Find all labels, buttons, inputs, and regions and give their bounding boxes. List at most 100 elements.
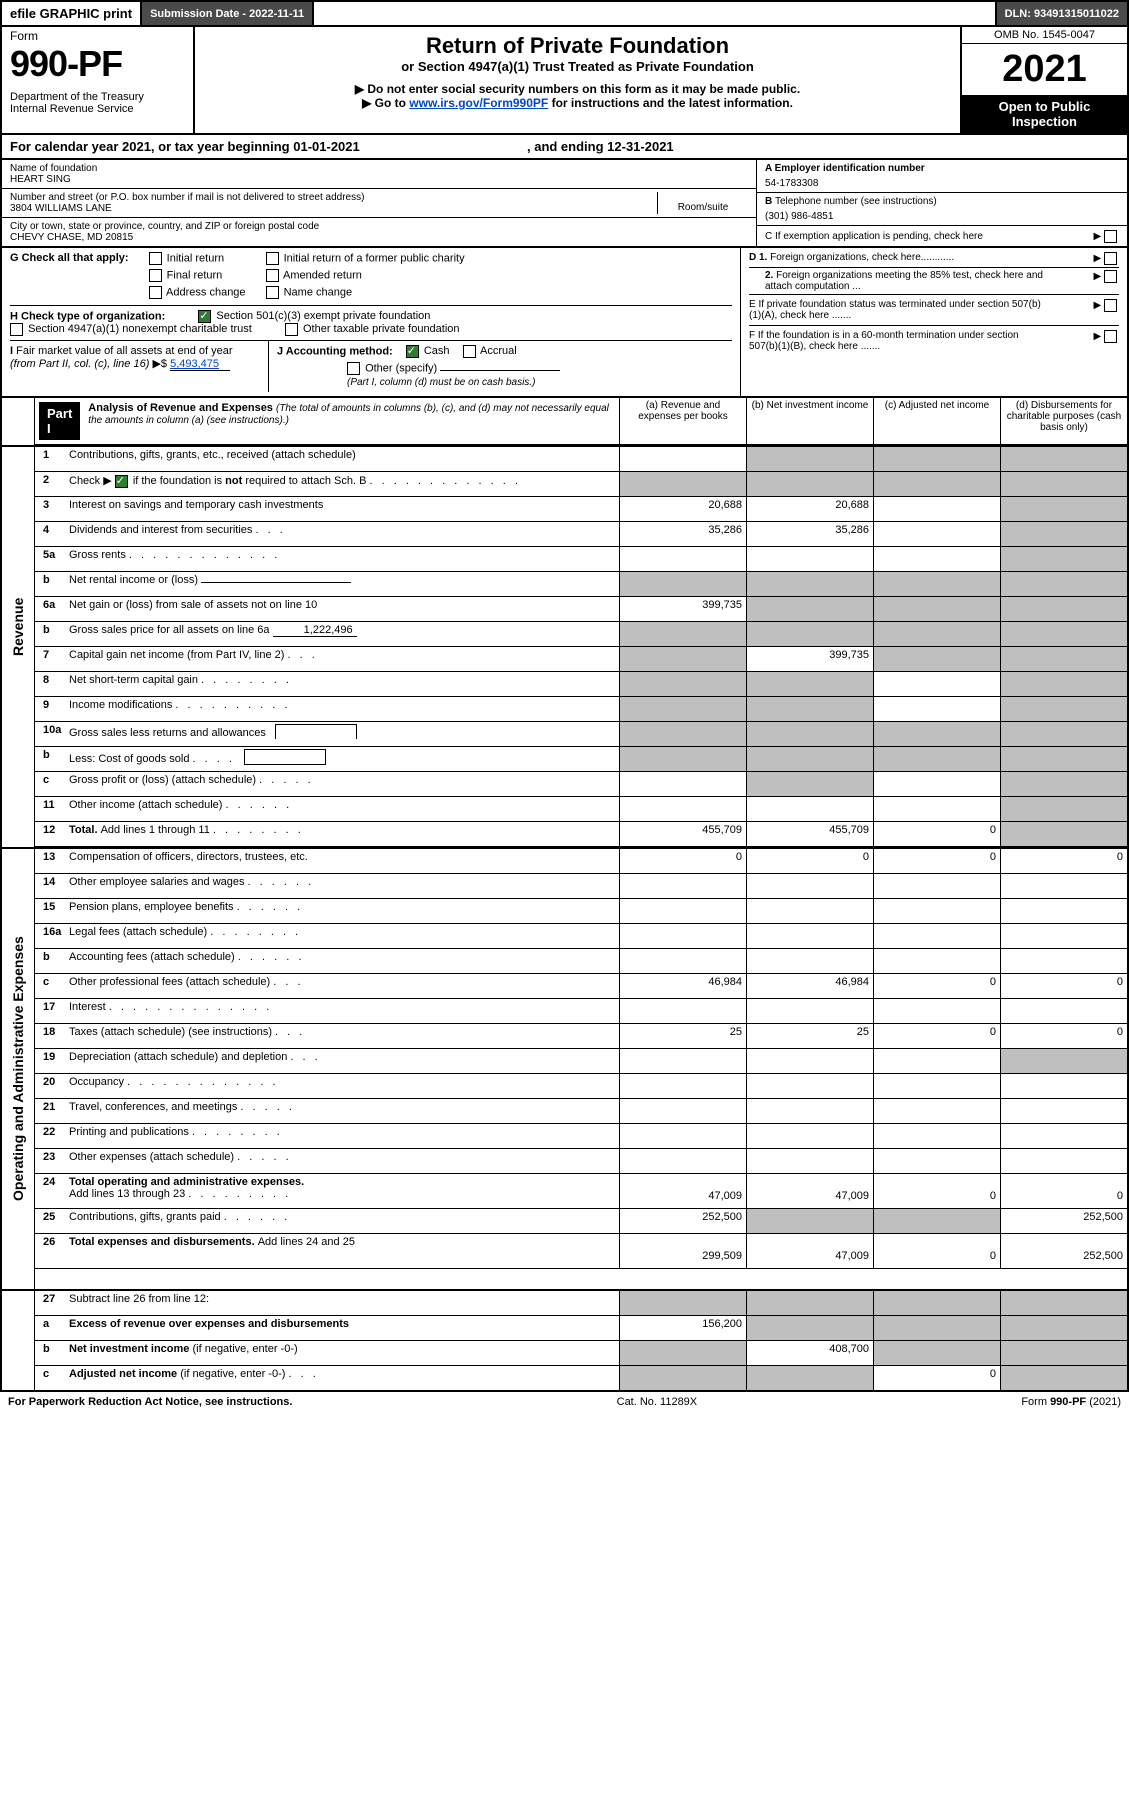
H-4947-checkbox[interactable] <box>10 323 23 336</box>
D2-checkbox[interactable] <box>1104 270 1117 283</box>
J-accrual-label: Accrual <box>480 345 517 357</box>
H-501c3-checkbox[interactable] <box>198 310 211 323</box>
row-24-label-rest: Add lines 13 through 23 <box>69 1188 185 1200</box>
efile-text: efile GRAPHIC print <box>10 6 132 21</box>
row-27b-label-rest: (if negative, enter -0-) <box>192 1343 297 1355</box>
row-10a-label: Gross sales less returns and allowances <box>69 727 266 739</box>
calendar-year-row: For calendar year 2021, or tax year begi… <box>0 135 1129 160</box>
G-addr-checkbox[interactable] <box>149 286 162 299</box>
row-1-label: Contributions, gifts, grants, etc., rece… <box>69 449 609 461</box>
F-checkbox[interactable] <box>1104 330 1117 343</box>
room-label: Room/suite <box>657 192 748 214</box>
row-13-b: 0 <box>747 849 874 873</box>
row-27c-c: 0 <box>874 1366 1001 1390</box>
row-6a-label: Net gain or (loss) from sale of assets n… <box>69 599 609 611</box>
irs-link[interactable]: www.irs.gov/Form990PF <box>409 96 548 110</box>
form-year-block: OMB No. 1545-0047 2021 Open to Public In… <box>960 27 1127 133</box>
E-checkbox[interactable] <box>1104 299 1117 312</box>
row-26-d: 252,500 <box>1001 1234 1127 1268</box>
left-rail <box>2 398 35 445</box>
dln-val: 93491315011022 <box>1034 8 1119 20</box>
J-cash-checkbox[interactable] <box>406 345 419 358</box>
calyear-end: 12-31-2021 <box>607 139 674 154</box>
row-5b-label: Net rental income or (loss) <box>69 574 198 586</box>
row-18-label: Taxes (attach schedule) (see instruction… <box>69 1026 272 1038</box>
calyear-mid: , and ending <box>527 139 607 154</box>
G-initialformer-label: Initial return of a former public charit… <box>284 252 465 264</box>
row-18-a: 25 <box>620 1024 747 1048</box>
row-16c-c: 0 <box>874 974 1001 998</box>
J-accrual-checkbox[interactable] <box>463 345 476 358</box>
G-amended-checkbox[interactable] <box>266 269 279 282</box>
I-value[interactable]: 5,493,475 <box>170 358 230 371</box>
G-name-checkbox[interactable] <box>266 286 279 299</box>
row-13-c: 0 <box>874 849 1001 873</box>
H-other-checkbox[interactable] <box>285 323 298 336</box>
form-label: Form <box>10 29 185 43</box>
row-10c-label: Gross profit or (loss) (attach schedule) <box>69 774 256 786</box>
line27-section: 27Subtract line 26 from line 12: aExcess… <box>0 1291 1129 1392</box>
form-number: 990-PF <box>10 43 185 85</box>
row-26-c: 0 <box>874 1234 1001 1268</box>
calyear-begin: 01-01-2021 <box>293 139 360 154</box>
row-3-label: Interest on savings and temporary cash i… <box>69 499 609 511</box>
row-12-c: 0 <box>874 822 1001 846</box>
tax-year: 2021 <box>962 44 1127 95</box>
row-19-label: Depreciation (attach schedule) and deple… <box>69 1051 287 1063</box>
row-24-a: 47,009 <box>620 1174 747 1208</box>
row-2-checkbox[interactable] <box>115 475 128 488</box>
row-27a-label: Excess of revenue over expenses and disb… <box>69 1318 609 1330</box>
row-16c-d: 0 <box>1001 974 1127 998</box>
G-namechg-label: Name change <box>284 286 353 298</box>
G-initial-checkbox[interactable] <box>149 252 162 265</box>
row-10b-label: Less: Cost of goods sold <box>69 753 189 765</box>
row-18-c: 0 <box>874 1024 1001 1048</box>
D1-checkbox[interactable] <box>1104 252 1117 265</box>
row-3-b: 20,688 <box>747 497 874 521</box>
row-26-a: 299,509 <box>620 1234 747 1268</box>
row-23-label: Other expenses (attach schedule) <box>69 1151 234 1163</box>
row-6b-val: 1,222,496 <box>273 624 357 637</box>
G-amended-label: Amended return <box>283 269 362 281</box>
row-4-b: 35,286 <box>747 522 874 546</box>
row-24-label-bold: Total operating and administrative expen… <box>69 1176 304 1188</box>
ein-val: 54-1783308 <box>765 178 1119 189</box>
row-16c-b: 46,984 <box>747 974 874 998</box>
G-final-checkbox[interactable] <box>149 269 162 282</box>
F-label: F If the foundation is in a 60-month ter… <box>749 330 1049 352</box>
row-25-label: Contributions, gifts, grants paid <box>69 1211 221 1223</box>
G-initialformer-checkbox[interactable] <box>266 252 279 265</box>
partI-title: Analysis of Revenue and Expenses <box>88 402 276 414</box>
omb-number: OMB No. 1545-0047 <box>962 27 1127 44</box>
J-note: (Part I, column (d) must be on cash basi… <box>347 377 724 388</box>
info-block: Name of foundation HEART SING Number and… <box>0 160 1129 248</box>
form-subtitle: or Section 4947(a)(1) Trust Treated as P… <box>203 59 952 74</box>
row-14-label: Other employee salaries and wages <box>69 876 244 888</box>
open-inspection: Open to Public Inspection <box>962 95 1127 133</box>
row-21-label: Travel, conferences, and meetings <box>69 1101 237 1113</box>
col-d-header: (d) Disbursements for charitable purpose… <box>1001 398 1127 444</box>
row-25-d: 252,500 <box>1001 1209 1127 1233</box>
name-label: Name of foundation <box>10 163 748 174</box>
row-24-d: 0 <box>1001 1174 1127 1208</box>
J-cash-label: Cash <box>424 345 450 357</box>
dln-label: DLN: <box>1005 8 1034 20</box>
row-12-b: 455,709 <box>747 822 874 846</box>
J-other-checkbox[interactable] <box>347 362 360 375</box>
G-final-label: Final return <box>167 269 223 281</box>
G-initial-label: Initial return <box>167 252 224 264</box>
row-22-label: Printing and publications <box>69 1126 189 1138</box>
C-checkbox[interactable] <box>1104 230 1117 243</box>
G-addr-label: Address change <box>166 286 246 298</box>
footer-right: Form 990-PF (2021) <box>1021 1396 1121 1408</box>
row-27-label: Subtract line 26 from line 12: <box>69 1293 609 1305</box>
row-7-label: Capital gain net income (from Part IV, l… <box>69 649 284 661</box>
submission-date-cell: Submission Date - 2022-11-11 <box>142 2 314 25</box>
row-27b-b: 408,700 <box>747 1341 874 1365</box>
dln-cell: DLN: 93491315011022 <box>997 2 1127 25</box>
topbar-spacer <box>314 2 996 25</box>
J-label: J Accounting method: <box>277 345 393 357</box>
row-3-a: 20,688 <box>620 497 747 521</box>
row-9-label: Income modifications <box>69 699 172 711</box>
row-4-a: 35,286 <box>620 522 747 546</box>
